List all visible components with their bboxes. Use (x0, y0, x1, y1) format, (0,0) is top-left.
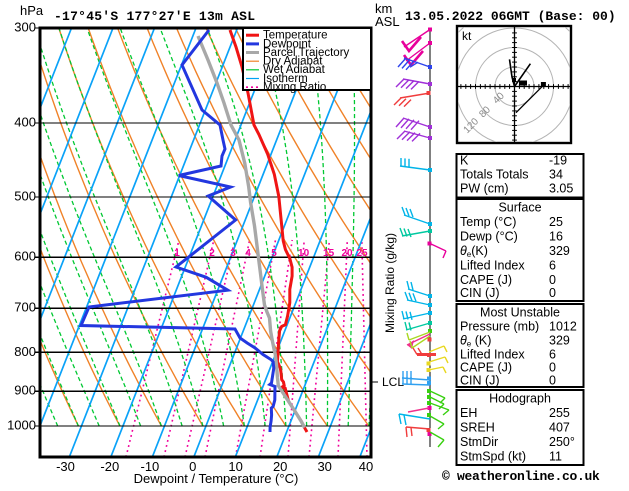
svg-text:0: 0 (549, 286, 556, 300)
svg-text:3: 3 (230, 248, 236, 259)
svg-text:StmDir: StmDir (460, 435, 498, 449)
svg-text:Wet Adiabat: Wet Adiabat (263, 64, 326, 76)
svg-text:13.05.2022 06GMT (Base: 00): 13.05.2022 06GMT (Base: 00) (405, 9, 616, 24)
svg-text:-17°45'S 177°27'E 13m ASL: -17°45'S 177°27'E 13m ASL (54, 9, 255, 24)
svg-text:Dry Adiabat: Dry Adiabat (263, 56, 323, 68)
svg-text:Mixing Ratio: Mixing Ratio (263, 82, 326, 94)
svg-text:Dewpoint: Dewpoint (263, 38, 312, 50)
svg-text:CIN (J): CIN (J) (460, 374, 500, 388)
svg-text:Most Unstable: Most Unstable (480, 306, 560, 320)
svg-text:329: 329 (549, 334, 570, 348)
svg-text:11: 11 (549, 450, 562, 464)
svg-text:2: 2 (209, 248, 215, 259)
svg-text:10: 10 (298, 248, 310, 259)
svg-text:Lifted Index: Lifted Index (460, 348, 525, 362)
svg-text:Surface: Surface (498, 201, 541, 215)
svg-text:θe(K): θe(K) (460, 244, 488, 259)
svg-text:5: 5 (271, 248, 277, 259)
svg-text:4: 4 (245, 248, 251, 259)
svg-text:700: 700 (14, 300, 36, 315)
svg-text:-10: -10 (141, 459, 160, 474)
svg-text:-30: -30 (56, 459, 75, 474)
svg-text:800: 800 (14, 344, 36, 359)
svg-text:ASL: ASL (375, 14, 400, 29)
svg-text:3.05: 3.05 (549, 182, 573, 196)
svg-text:-19: -19 (549, 154, 567, 168)
svg-text:Temperature: Temperature (263, 30, 328, 42)
svg-text:40: 40 (359, 459, 373, 474)
svg-text:CAPE (J): CAPE (J) (460, 361, 512, 375)
svg-text:hPa: hPa (20, 3, 44, 18)
svg-text:250°: 250° (549, 435, 575, 449)
svg-text:SREH: SREH (460, 421, 495, 435)
svg-text:329: 329 (549, 244, 570, 258)
svg-text:0: 0 (549, 374, 556, 388)
svg-text:6: 6 (549, 348, 556, 362)
svg-text:1000: 1000 (7, 418, 36, 433)
svg-text:255: 255 (549, 406, 570, 420)
svg-text:CIN (J): CIN (J) (460, 286, 500, 300)
svg-text:34: 34 (549, 168, 563, 182)
svg-text:1: 1 (174, 248, 180, 259)
svg-text:30: 30 (317, 459, 331, 474)
svg-text:StmSpd (kt): StmSpd (kt) (460, 450, 526, 464)
svg-text:0: 0 (549, 361, 556, 375)
svg-text:θe (K): θe (K) (460, 334, 491, 349)
svg-text:Hodograph: Hodograph (489, 392, 551, 406)
svg-text:Pressure (mb): Pressure (mb) (460, 320, 539, 334)
svg-text:-20: -20 (100, 459, 119, 474)
svg-text:407: 407 (549, 421, 570, 435)
svg-text:Temp (°C): Temp (°C) (460, 215, 516, 229)
svg-text:EH: EH (460, 406, 477, 420)
svg-text:0: 0 (549, 273, 556, 287)
svg-text:16: 16 (549, 230, 563, 244)
svg-text:Dewp (°C): Dewp (°C) (460, 230, 518, 244)
svg-text:© weatheronline.co.uk: © weatheronline.co.uk (442, 469, 600, 484)
svg-text:Parcel Trajectory: Parcel Trajectory (263, 47, 350, 59)
svg-text:K: K (460, 154, 469, 168)
svg-text:0: 0 (189, 459, 196, 474)
svg-text:20: 20 (341, 248, 353, 259)
svg-text:20: 20 (273, 459, 287, 474)
svg-text:Lifted Index: Lifted Index (460, 259, 525, 273)
svg-text:PW (cm): PW (cm) (460, 182, 509, 196)
svg-text:400: 400 (14, 115, 36, 130)
svg-text:LCL: LCL (382, 375, 404, 389)
svg-text:Dewpoint / Temperature (°C): Dewpoint / Temperature (°C) (134, 471, 299, 486)
svg-text:Mixing Ratio (g/kg): Mixing Ratio (g/kg) (383, 233, 397, 333)
svg-text:kt: kt (462, 29, 472, 43)
svg-text:km: km (375, 1, 392, 16)
svg-text:300: 300 (14, 20, 36, 35)
svg-text:10: 10 (228, 459, 242, 474)
svg-text:900: 900 (14, 383, 36, 398)
svg-text:15: 15 (323, 248, 335, 259)
svg-text:500: 500 (14, 188, 36, 203)
svg-text:6: 6 (549, 259, 556, 273)
svg-text:Totals Totals: Totals Totals (460, 168, 529, 182)
svg-text:1012: 1012 (549, 320, 577, 334)
svg-text:Isotherm: Isotherm (263, 73, 308, 85)
svg-text:25: 25 (549, 215, 563, 229)
svg-text:CAPE (J): CAPE (J) (460, 273, 512, 287)
svg-text:600: 600 (14, 249, 36, 264)
svg-text:25: 25 (356, 248, 368, 259)
